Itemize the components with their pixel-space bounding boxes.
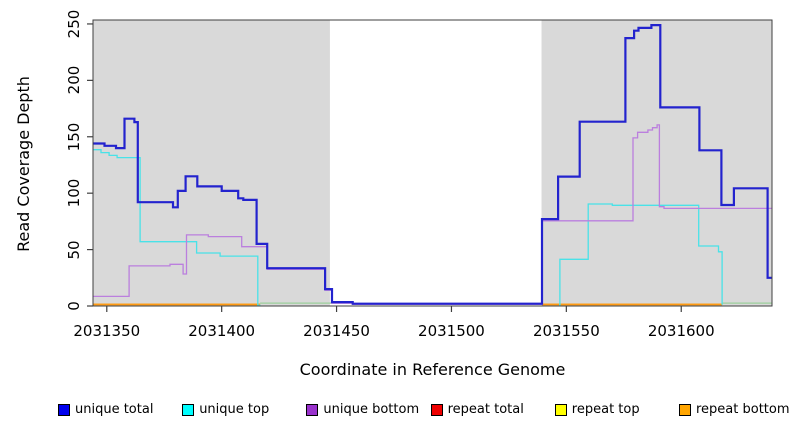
legend-label: repeat bottom	[696, 402, 790, 417]
series-line-unique-total	[93, 24, 772, 305]
series-line-unique-top	[559, 203, 723, 306]
y-tick-label: 50	[65, 240, 83, 260]
legend-swatch-icon	[306, 404, 319, 416]
legend-swatch-icon	[182, 404, 195, 416]
y-axis-title: Read Coverage Depth	[14, 76, 33, 252]
series-line-unique-top	[93, 149, 261, 306]
legend-label: unique total	[75, 402, 154, 417]
x-tick-label: 2031550	[532, 322, 600, 340]
y-tick-label: 200	[65, 66, 83, 95]
y-tick-label: 150	[65, 122, 83, 152]
y-tick-label: 250	[65, 9, 83, 39]
x-tick-label: 2031600	[647, 322, 715, 340]
x-tick-label: 2031400	[188, 322, 256, 340]
x-tick-label: 2031450	[303, 322, 370, 340]
legend-label: unique top	[199, 402, 270, 417]
legend-swatch-icon	[679, 404, 691, 416]
repeat-region-band	[93, 20, 330, 306]
y-tick-label: 100	[65, 178, 83, 208]
x-tick-label: 2031350	[73, 322, 141, 340]
legend-swatch-icon	[430, 404, 443, 416]
legend-label: repeat top	[571, 402, 640, 417]
legend-swatch-icon	[58, 404, 70, 416]
repeat-region-band	[541, 20, 772, 306]
legend-label: repeat total	[447, 402, 524, 417]
plot-box-border	[92, 19, 773, 307]
y-tick-label: 0	[65, 301, 83, 311]
x-tick-label: 2031500	[418, 322, 485, 340]
x-axis-title: Coordinate in Reference Genome	[299, 360, 566, 379]
legend-label: unique bottom	[323, 402, 420, 417]
legend-swatch-icon	[554, 404, 567, 416]
